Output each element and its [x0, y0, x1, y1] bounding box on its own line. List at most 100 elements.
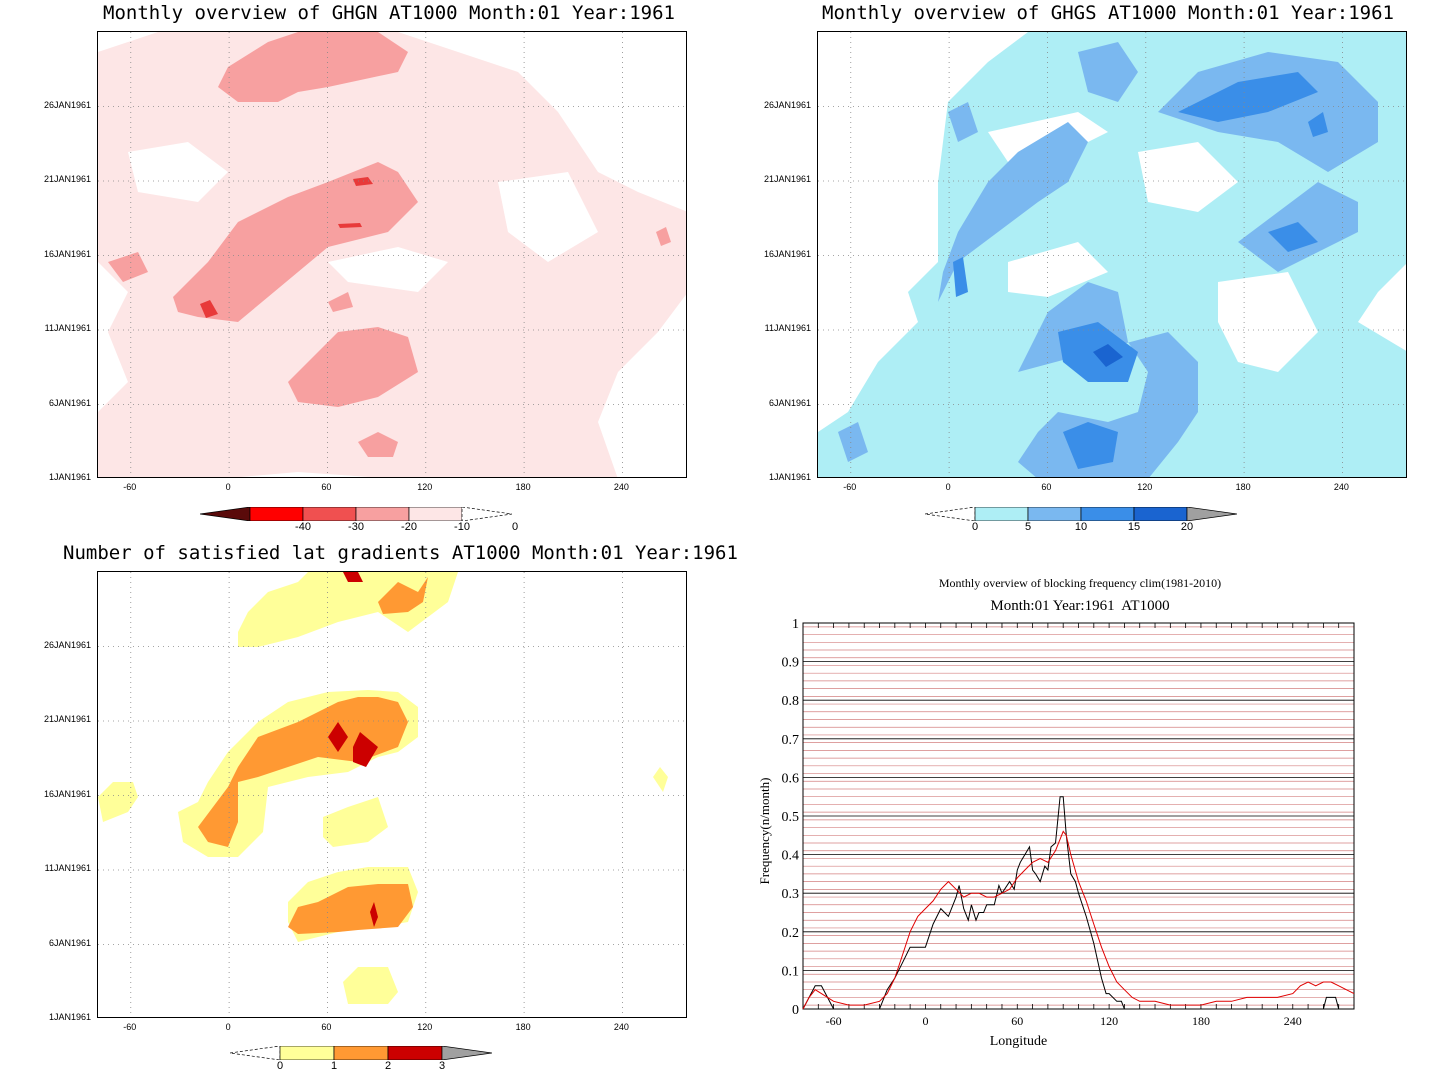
y-tick-label: 6JAN1961	[48, 397, 91, 408]
contour-mid	[938, 122, 1088, 302]
colorbar-label: 10	[1074, 521, 1088, 533]
colorbar-cell	[302, 507, 357, 521]
contour-mid	[1078, 42, 1138, 102]
contour-light	[653, 767, 668, 792]
y-tick-label: 11JAN1961	[764, 323, 811, 333]
chart1-colorbar: -40 -30 -20 -10 0	[200, 507, 520, 537]
colorbar-cap	[461, 507, 512, 521]
x-tick-label: -60	[843, 482, 857, 492]
contour-mid	[838, 422, 868, 462]
y-tick-label: 1	[792, 617, 799, 632]
y-tick-label: 0.2	[782, 926, 800, 941]
contour-light	[98, 782, 138, 822]
y-tick-label: 6JAN1961	[768, 397, 811, 408]
colorbar-cell	[333, 1046, 389, 1060]
contour-light	[343, 967, 398, 1004]
x-tick-label: 240	[613, 482, 629, 492]
x-tick-label: 0	[945, 482, 951, 492]
contour-gap	[328, 247, 448, 292]
y-tick-label: 26JAN1961	[43, 99, 91, 110]
contour-mid	[173, 162, 418, 322]
x-tick-label: 180	[1192, 1014, 1210, 1028]
contour-dark	[200, 300, 218, 318]
colorbar-cell	[1133, 507, 1188, 521]
colorbar-cap	[925, 507, 976, 521]
y-tick-label: 21JAN1961	[763, 174, 811, 184]
colorbar-cell	[249, 507, 304, 521]
contour-gap	[818, 172, 868, 242]
y-tick-label: 21JAN1961	[43, 714, 91, 724]
y-tick-label: 11JAN1961	[44, 323, 91, 333]
y-tick-label: 16JAN1961	[43, 788, 91, 799]
contour-gap	[498, 172, 598, 262]
contour-dark	[343, 572, 363, 582]
colorbar-label: -40	[295, 521, 311, 533]
contour-gap	[838, 282, 898, 342]
x-axis-label: Longitude	[990, 1034, 1048, 1049]
chart3-plot	[97, 571, 687, 1018]
y-tick-label: 21JAN1961	[43, 174, 91, 184]
colorbar-label: -30	[348, 521, 364, 533]
x-tick-label: 60	[1011, 1014, 1023, 1028]
chart3-title: Number of satisfied lat gradients AT1000…	[63, 542, 738, 564]
x-tick-label: 120	[1137, 482, 1153, 492]
contour-dark	[353, 732, 378, 767]
colorbar-cap	[230, 1046, 281, 1060]
contour-mid	[358, 432, 398, 457]
y-tick-label: 0.8	[782, 694, 800, 709]
contour-gap	[1218, 272, 1318, 372]
x-tick-label: 0	[922, 1014, 928, 1028]
contour-mid	[198, 697, 408, 847]
contour-dark	[338, 223, 362, 228]
x-tick-label: 240	[613, 1022, 629, 1032]
y-tick-label: 0.9	[782, 656, 800, 671]
chart1-title: Monthly overview of GHGN AT1000 Month:01…	[103, 2, 675, 24]
contour-dark	[353, 177, 373, 186]
colorbar-label: 0	[971, 521, 979, 533]
x-tick-label: 180	[1235, 482, 1251, 492]
contour-dark	[1308, 112, 1328, 137]
colorbar-cell	[1027, 507, 1082, 521]
contour-gap	[1138, 142, 1238, 212]
colorbar-label: 1	[330, 1060, 338, 1072]
chart1-plot	[97, 31, 687, 478]
y-tick-label: 0.7	[782, 733, 800, 748]
x-tick-label: 0	[225, 482, 231, 492]
chart3-colorbar: 0 1 2 3	[230, 1046, 500, 1076]
contour-dark	[1178, 72, 1318, 122]
y-tick-label: 0.6	[782, 771, 800, 786]
x-tick-label: -60	[123, 1022, 137, 1032]
series-line-1	[802, 830, 1355, 1010]
colorbar-cell	[387, 1046, 443, 1060]
x-tick-label: 240	[1333, 482, 1349, 492]
x-tick-label: 120	[417, 1022, 433, 1032]
colorbar-cell	[408, 507, 463, 521]
contour-gap	[128, 142, 228, 202]
x-tick-label: 240	[1284, 1014, 1302, 1028]
contour-dark	[1063, 422, 1118, 469]
colorbar-cell	[279, 1046, 335, 1060]
y-tick-label: 26JAN1961	[43, 639, 91, 650]
x-tick-label: 120	[1100, 1014, 1118, 1028]
series-line-0	[802, 796, 1354, 1010]
contour-dark	[370, 902, 378, 927]
y-tick-label: 16JAN1961	[763, 248, 811, 259]
chart4-title: Monthly overview of blocking frequency c…	[938, 576, 1222, 590]
colorbar-cap	[441, 1046, 492, 1060]
chart2-plot	[817, 31, 1407, 478]
colorbar-label: -20	[401, 521, 417, 533]
contour-mid	[656, 227, 671, 246]
chart4-subtitle: Month:01 Year:1961 AT1000	[990, 598, 1170, 614]
x-tick-label: 60	[321, 1022, 332, 1032]
contour-mid	[948, 102, 978, 142]
contour-mid	[288, 327, 418, 407]
colorbar-label: 2	[384, 1060, 392, 1072]
contour-dark	[328, 722, 348, 752]
colorbar-label: 0	[511, 521, 519, 533]
colorbar-cap	[200, 507, 251, 521]
x-tick-label: -60	[826, 1014, 842, 1028]
background	[98, 572, 686, 1017]
chart2-colorbar: 0 5 10 15 20	[925, 507, 1245, 537]
contour-dark	[1268, 222, 1318, 252]
colorbar-cell	[1080, 507, 1135, 521]
